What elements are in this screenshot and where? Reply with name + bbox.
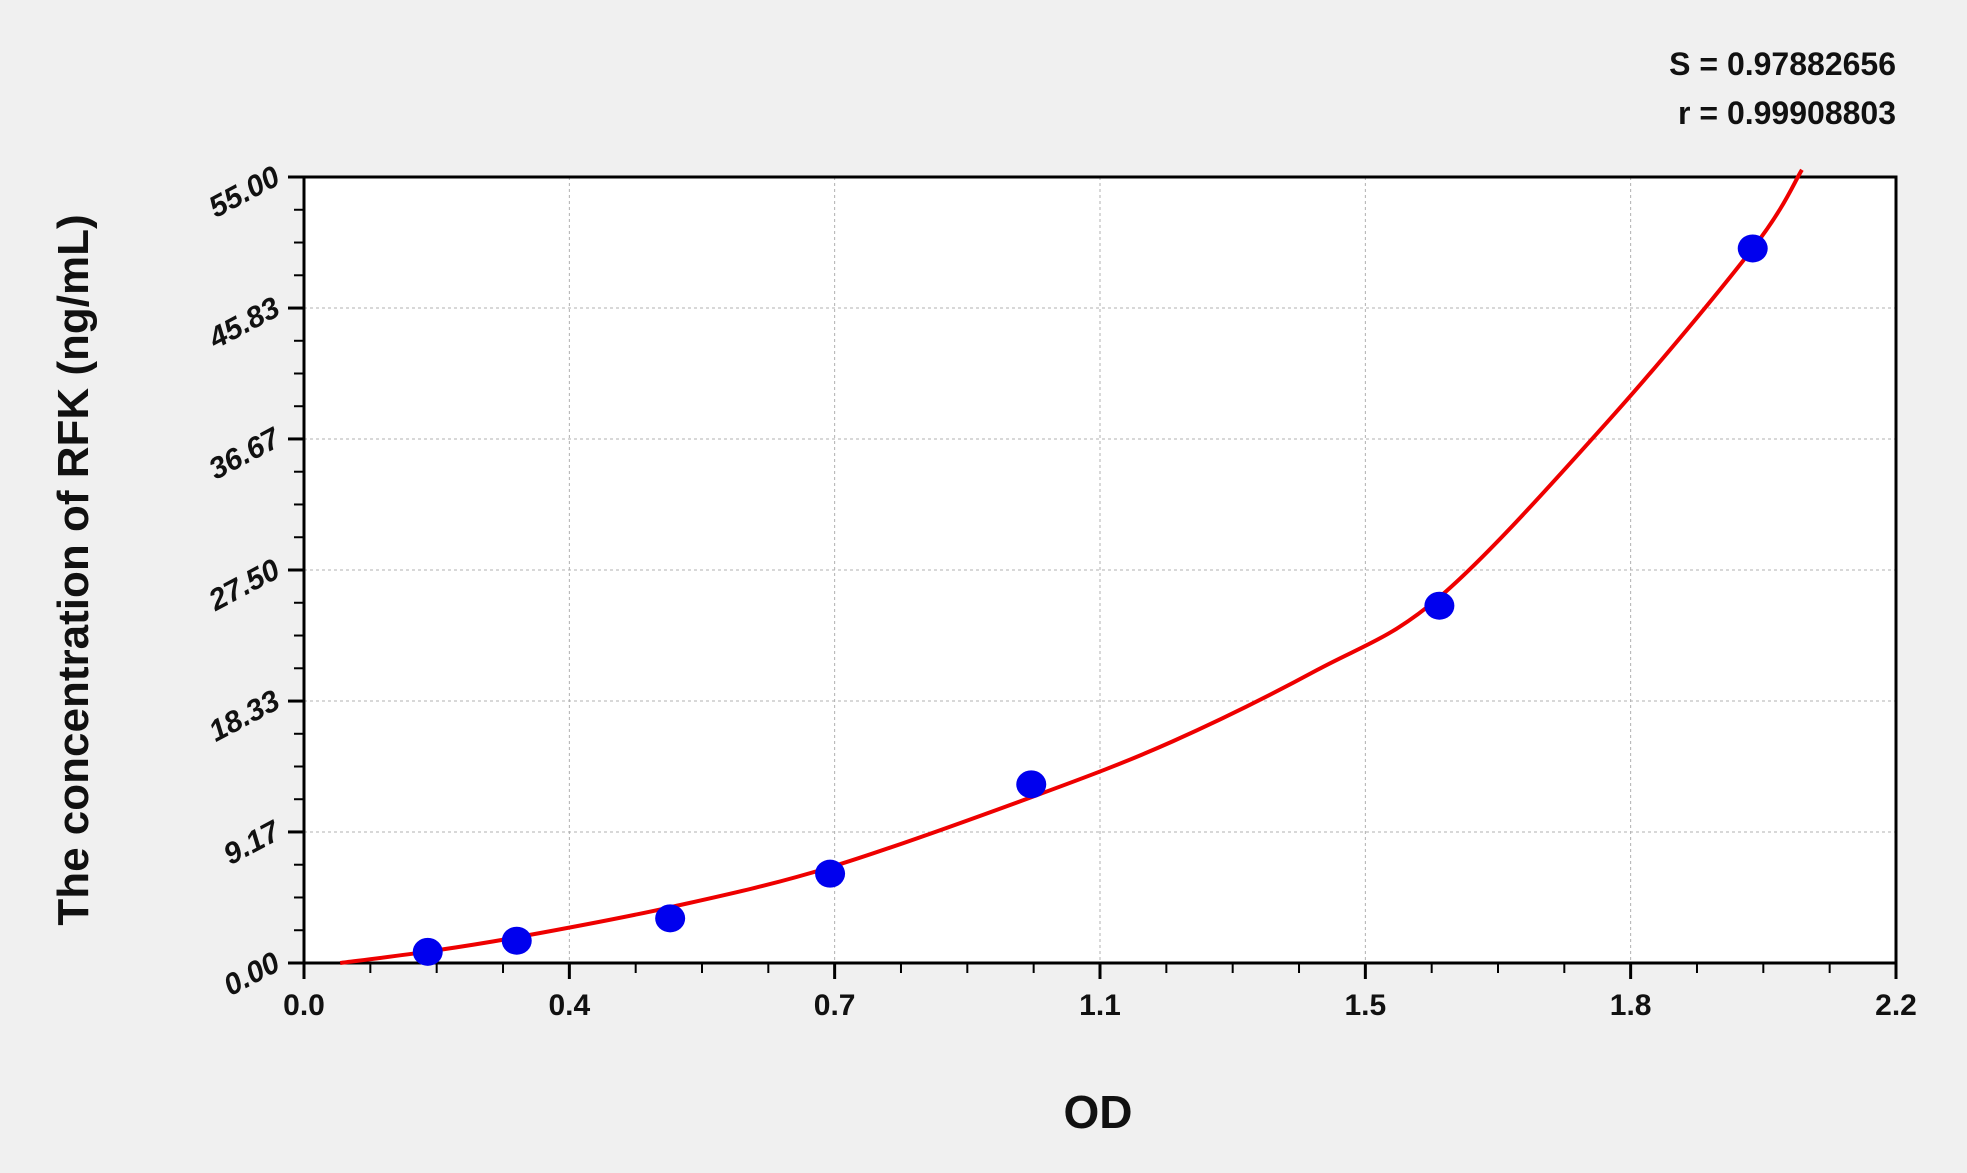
data-point: [815, 859, 846, 888]
y-tick-label: 18.33: [204, 684, 286, 749]
data-point: [1737, 234, 1768, 263]
x-tick-label: 2.2: [1875, 989, 1917, 1022]
data-point: [1424, 591, 1455, 620]
y-axis-title: The concentration of RFK (ng/mL): [49, 214, 98, 925]
annotation-s: S = 0.97882656: [1669, 46, 1896, 82]
y-tick-label: 45.83: [203, 291, 286, 356]
x-tick-label: 0.7: [814, 989, 856, 1022]
x-tick-label: 1.5: [1344, 989, 1386, 1022]
y-tick-label: 0.00: [218, 946, 285, 1003]
y-tick-label: 55.00: [204, 160, 286, 225]
axes: [288, 175, 1898, 979]
gridlines: [304, 177, 1896, 963]
y-tick-label: 36.67: [204, 421, 287, 486]
y-tick-label: 9.17: [218, 814, 286, 871]
x-tick-label: 1.1: [1079, 989, 1121, 1022]
x-tick-label: 0.4: [548, 989, 590, 1022]
fit-curve: [339, 168, 1804, 965]
y-tick-label: 27.50: [203, 553, 286, 618]
x-tick-labels: 0.0 0.4 0.7 1.1 1.5 1.8 2.2: [283, 989, 1917, 1022]
x-tick-label: 1.8: [1610, 989, 1652, 1022]
data-point: [501, 926, 532, 955]
data-points: [412, 234, 1768, 966]
x-axis-title: OD: [1064, 1086, 1133, 1138]
annotation-r: r = 0.99908803: [1678, 95, 1896, 131]
y-tick-labels: 0.00 9.17 18.33 27.50 36.67 45.83 55.00: [203, 160, 287, 1003]
data-point: [412, 937, 443, 966]
x-tick-label: 0.0: [283, 989, 325, 1022]
fit-curve-group: [339, 168, 1804, 965]
data-point: [1016, 770, 1047, 799]
data-point: [655, 904, 686, 933]
